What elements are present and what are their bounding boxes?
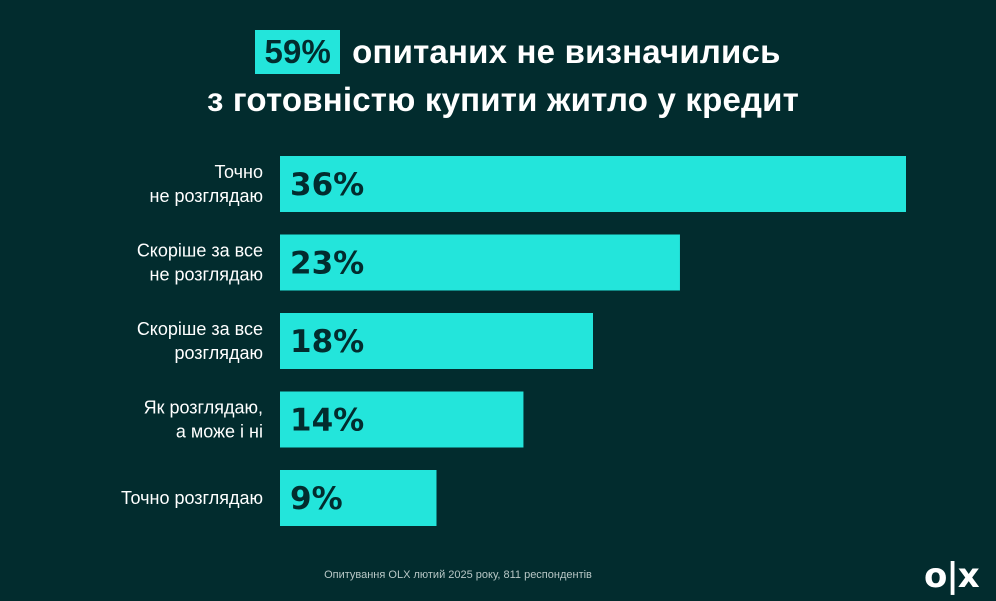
bar-chart: 36% Точно не розглядаю 23% Скоріше за все не … [121,156,906,526]
bar-value-label-3: 14% [290,403,364,439]
category-label-0-line-1: не розглядаю [150,186,263,206]
category-label-4-line-0: Точно розглядаю [121,488,263,508]
title-line-2: з готовністю купити житло у кредит [206,81,800,118]
bar-4 [280,470,437,526]
category-label-1: Скоріше за все не розглядаю [137,241,263,285]
category-label-0: Точно не розглядаю [150,162,263,206]
bar-value-label-0: 36% [290,167,364,203]
bar-0 [280,156,906,212]
bar-value-label-2: 18% [290,324,364,360]
bar-value-label-1: 23% [290,246,364,282]
category-label-2: Скоріше за все розглядаю [137,319,263,363]
category-label-1-line-1: не розглядаю [150,265,263,285]
bar-3 [280,391,524,448]
olx-logo: o|x [924,556,980,596]
category-label-2-line-1: розглядаю [174,343,263,363]
bar-1 [280,234,680,291]
highlight-percent-badge: 59% [255,30,341,74]
category-label-3: Як розглядаю, а може і ні [144,398,263,442]
category-label-1-line-0: Скоріше за все [137,241,263,261]
bar-value-label-4: 9% [290,481,343,517]
title-line-1-text: опитаних не визначились [352,33,781,70]
chart-title: 59% опитаних не визначились з готовністю … [0,28,996,124]
survey-footnote: Опитування OLX лютий 2025 року, 811 респ… [324,569,592,581]
bar-2 [280,313,593,369]
category-label-3-line-0: Як розглядаю, [144,398,263,418]
category-label-0-line-0: Точно [214,162,263,182]
category-label-2-line-0: Скоріше за все [137,319,263,339]
title-line-1: 59% опитаних не визначились [0,28,996,76]
category-label-4: Точно розглядаю [121,488,263,508]
category-label-3-line-1: а може і ні [176,422,263,442]
